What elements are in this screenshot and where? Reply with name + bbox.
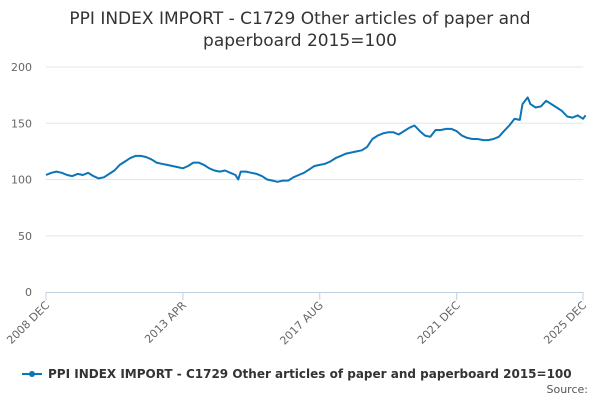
x-tick-label: 2017 AUG (277, 299, 326, 348)
y-tick-label: 150 (11, 117, 32, 130)
legend[interactable]: PPI INDEX IMPORT - C1729 Other articles … (22, 366, 572, 382)
axes: 0 50 100 150 200 2008 DEC 2013 APR 2017 AUG 2021… (4, 61, 589, 347)
legend-swatch-icon (22, 368, 42, 380)
x-tick-label: 2025 DEC (541, 299, 589, 347)
chart-title-line-2: paperboard 2015=100 (203, 31, 397, 51)
legend-label: PPI INDEX IMPORT - C1729 Other articles … (48, 367, 572, 381)
source-credit[interactable]: Source: (546, 383, 589, 396)
y-tick-label: 0 (25, 286, 32, 299)
series-line[interactable] (45, 96, 587, 183)
y-tick-label: 200 (11, 61, 32, 74)
y-tick-label: 100 (11, 174, 32, 187)
series-layer (45, 96, 587, 183)
gridlines (46, 66, 583, 237)
chart-title-line-1: PPI INDEX IMPORT - C1729 Other articles … (69, 9, 531, 29)
chart-title: PPI INDEX IMPORT - C1729 Other articles … (0, 8, 600, 52)
x-tick-label: 2008 DEC (4, 299, 52, 347)
x-tick-label: 2021 DEC (415, 299, 463, 347)
y-tick-label: 50 (18, 230, 32, 243)
x-tick-label: 2013 APR (142, 299, 189, 346)
